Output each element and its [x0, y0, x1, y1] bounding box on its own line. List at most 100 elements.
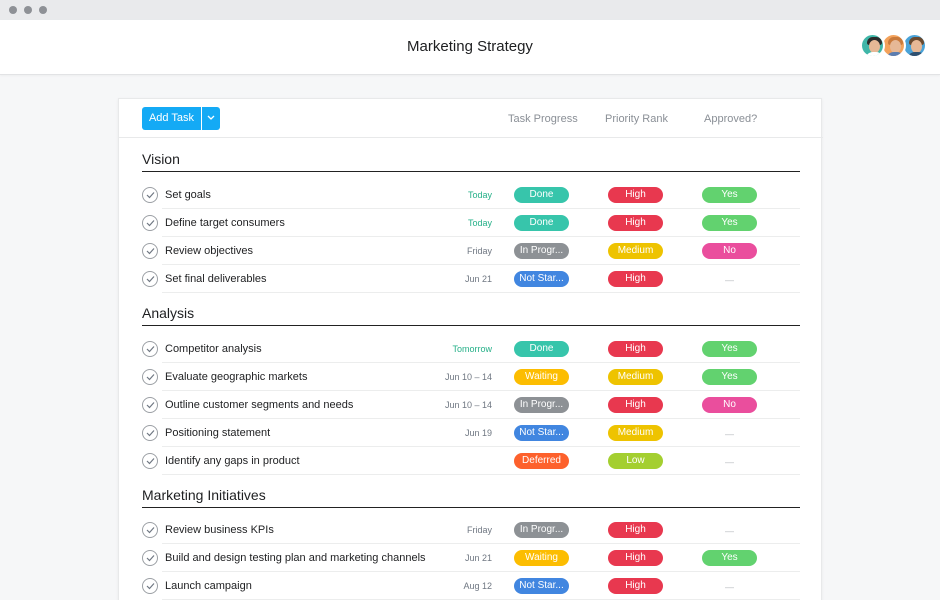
complete-checkbox[interactable] — [142, 187, 158, 203]
progress-tag[interactable]: Done — [514, 341, 569, 357]
complete-checkbox[interactable] — [142, 369, 158, 385]
priority-tag[interactable]: High — [608, 215, 663, 231]
task-name[interactable]: Build and design testing plan and market… — [165, 552, 426, 564]
column-header-progress[interactable]: Task Progress — [508, 113, 578, 125]
task-name[interactable]: Evaluate geographic markets — [165, 371, 308, 383]
task-row[interactable]: Build and design testing plan and market… — [142, 544, 800, 572]
due-date[interactable]: Friday — [466, 525, 492, 535]
section-title[interactable]: Vision — [142, 151, 180, 167]
row-divider — [162, 292, 800, 293]
task-name[interactable]: Review objectives — [165, 245, 254, 257]
complete-checkbox[interactable] — [142, 453, 158, 469]
task-name[interactable]: Positioning statement — [165, 427, 271, 439]
task-name[interactable]: Set final deliverables — [165, 273, 267, 285]
priority-tag[interactable]: High — [608, 341, 663, 357]
task-name[interactable]: Review business KPIs — [165, 524, 274, 536]
priority-tag[interactable]: High — [608, 578, 663, 594]
progress-tag[interactable]: Deferred — [514, 453, 569, 469]
task-row[interactable]: Define target consumers Today Done High Yes — [142, 209, 800, 237]
approved-tag[interactable]: Yes — [702, 215, 757, 231]
task-name[interactable]: Launch campaign — [165, 580, 252, 592]
task-name[interactable]: Define target consumers — [165, 217, 285, 229]
complete-checkbox[interactable] — [142, 550, 158, 566]
approved-tag[interactable]: Yes — [702, 187, 757, 203]
section-title[interactable]: Marketing Initiatives — [142, 487, 266, 503]
priority-tag[interactable]: High — [608, 187, 663, 203]
task-row[interactable]: Outline customer segments and needs Jun 1… — [142, 391, 800, 419]
progress-tag[interactable]: Not Star... — [514, 271, 569, 287]
approved-tag[interactable]: No — [702, 397, 757, 413]
due-date[interactable]: Friday — [466, 246, 492, 256]
row-divider — [162, 390, 800, 391]
task-row[interactable]: Competitor analysis Tomorrow Done High Yes — [142, 335, 800, 363]
due-date[interactable]: Today — [467, 190, 492, 200]
task-row[interactable]: Set goals Today Done High Yes — [142, 181, 800, 209]
priority-tag[interactable]: Medium — [608, 369, 663, 385]
row-divider — [162, 446, 800, 447]
approved-tag[interactable]: No — [702, 243, 757, 259]
due-date[interactable]: Aug 12 — [463, 581, 492, 591]
avatar[interactable] — [881, 33, 906, 58]
complete-checkbox[interactable] — [142, 271, 158, 287]
due-date[interactable]: Tomorrow — [452, 344, 492, 354]
priority-tag[interactable]: Medium — [608, 243, 663, 259]
task-row[interactable]: Evaluate geographic markets Jun 10 – 14 Wa… — [142, 363, 800, 391]
task-row[interactable]: Positioning statement Jun 19 Not Star... Me… — [142, 419, 800, 447]
priority-tag[interactable]: High — [608, 271, 663, 287]
progress-tag[interactable]: Done — [514, 215, 569, 231]
progress-tag[interactable]: Waiting — [514, 369, 569, 385]
due-date[interactable]: Jun 21 — [464, 274, 492, 284]
window-minimize-icon[interactable] — [24, 6, 32, 14]
approved-empty[interactable]: — — [725, 457, 734, 467]
priority-tag[interactable]: High — [608, 550, 663, 566]
approved-empty[interactable]: — — [725, 582, 734, 592]
task-name[interactable]: Set goals — [165, 189, 211, 201]
avatar[interactable] — [860, 33, 885, 58]
window-close-icon[interactable] — [9, 6, 17, 14]
progress-tag[interactable]: In Progr... — [514, 397, 569, 413]
task-name[interactable]: Competitor analysis — [165, 343, 262, 355]
priority-tag[interactable]: High — [608, 397, 663, 413]
priority-tag[interactable]: Medium — [608, 425, 663, 441]
complete-checkbox[interactable] — [142, 243, 158, 259]
due-date[interactable]: Today — [467, 218, 492, 228]
complete-checkbox[interactable] — [142, 397, 158, 413]
add-task-button[interactable]: Add Task — [142, 107, 201, 130]
approved-tag[interactable]: Yes — [702, 369, 757, 385]
window-maximize-icon[interactable] — [39, 6, 47, 14]
progress-tag[interactable]: Not Star... — [514, 578, 569, 594]
approved-tag[interactable]: Yes — [702, 550, 757, 566]
task-row[interactable]: Review objectives Friday In Progr... Medium… — [142, 237, 800, 265]
progress-tag[interactable]: In Progr... — [514, 522, 569, 538]
task-name[interactable]: Identify any gaps in product — [165, 455, 300, 467]
complete-checkbox[interactable] — [142, 578, 158, 594]
approved-empty[interactable]: — — [725, 429, 734, 439]
progress-tag[interactable]: Waiting — [514, 550, 569, 566]
task-row[interactable]: Launch campaign Aug 12 Not Star... High — — [142, 572, 800, 600]
progress-tag[interactable]: Done — [514, 187, 569, 203]
progress-tag[interactable]: In Progr... — [514, 243, 569, 259]
due-date[interactable]: Jun 19 — [464, 428, 492, 438]
approved-tag[interactable]: Yes — [702, 341, 757, 357]
section-title[interactable]: Analysis — [142, 305, 195, 321]
task-name[interactable]: Outline customer segments and needs — [165, 399, 354, 411]
add-task-dropdown-button[interactable] — [202, 107, 220, 130]
complete-checkbox[interactable] — [142, 425, 158, 441]
approved-empty[interactable]: — — [725, 275, 734, 285]
window-titlebar — [0, 0, 940, 20]
task-row[interactable]: Identify any gaps in product Deferred Low — — [142, 447, 800, 475]
due-date[interactable]: Jun 21 — [464, 553, 492, 563]
approved-empty[interactable]: — — [725, 526, 734, 536]
due-date[interactable]: Jun 10 – 14 — [444, 400, 492, 410]
complete-checkbox[interactable] — [142, 215, 158, 231]
column-header-priority[interactable]: Priority Rank — [605, 113, 668, 125]
task-row[interactable]: Set final deliverables Jun 21 Not Star... H… — [142, 265, 800, 293]
task-row[interactable]: Review business KPIs Friday In Progr... Hig… — [142, 516, 800, 544]
priority-tag[interactable]: Low — [608, 453, 663, 469]
complete-checkbox[interactable] — [142, 341, 158, 357]
column-header-approved[interactable]: Approved? — [704, 113, 758, 125]
progress-tag[interactable]: Not Star... — [514, 425, 569, 441]
due-date[interactable]: Jun 10 – 14 — [444, 372, 492, 382]
priority-tag[interactable]: High — [608, 522, 663, 538]
complete-checkbox[interactable] — [142, 522, 158, 538]
